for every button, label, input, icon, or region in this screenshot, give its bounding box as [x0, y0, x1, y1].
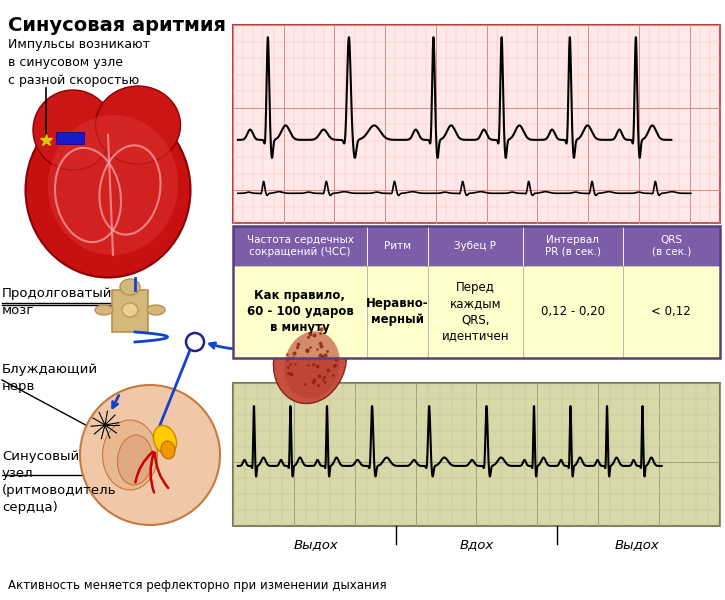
Text: Продолговатый
мозг: Продолговатый мозг	[2, 287, 112, 317]
Text: < 0,12: < 0,12	[652, 305, 691, 319]
Bar	[623, 226, 720, 266]
Bar	[623, 266, 720, 358]
Bar	[367, 266, 428, 358]
Bar	[233, 383, 720, 526]
Text: 0,12 - 0,20: 0,12 - 0,20	[541, 305, 605, 319]
Text: Частота сердечных
сокращений (ЧСС): Частота сердечных сокращений (ЧСС)	[247, 235, 353, 257]
Text: Вдох: Вдох	[460, 538, 494, 551]
Ellipse shape	[102, 420, 157, 490]
Text: Как правило,
60 - 100 ударов
в минуту: Как правило, 60 - 100 ударов в минуту	[247, 289, 353, 335]
Ellipse shape	[154, 425, 177, 455]
Text: Интервал
PR (в сек.): Интервал PR (в сек.)	[544, 235, 601, 257]
Text: Синусовый
узел
(ритмоводитель
сердца): Синусовый узел (ритмоводитель сердца)	[2, 450, 117, 514]
Text: Перед
каждым
QRS,
идентичен: Перед каждым QRS, идентичен	[442, 281, 509, 343]
Text: Легкие: Легкие	[352, 312, 402, 325]
Ellipse shape	[117, 435, 152, 485]
Text: Импульсы возникают
в синусовом узле
с разной скоростью: Импульсы возникают в синусовом узле с ра…	[8, 38, 150, 87]
Ellipse shape	[273, 316, 347, 404]
Ellipse shape	[122, 303, 138, 317]
Bar	[428, 226, 523, 266]
Bar	[56, 132, 84, 144]
Text: Неравно-
мерный: Неравно- мерный	[366, 298, 428, 326]
Ellipse shape	[48, 115, 178, 255]
Ellipse shape	[284, 331, 340, 399]
Text: Активность меняется рефлекторно при изменении дыхания: Активность меняется рефлекторно при изме…	[8, 579, 386, 592]
Ellipse shape	[25, 103, 191, 277]
Ellipse shape	[96, 86, 181, 164]
Ellipse shape	[147, 305, 165, 315]
Text: Ритм: Ритм	[384, 241, 411, 251]
Text: Выдох: Выдох	[615, 538, 660, 551]
Bar	[523, 226, 623, 266]
Text: Блуждающий
нерв: Блуждающий нерв	[2, 363, 98, 393]
Text: Зубец Р: Зубец Р	[455, 241, 497, 251]
Ellipse shape	[80, 385, 220, 525]
Bar	[367, 226, 428, 266]
Text: QRS
(в сек.): QRS (в сек.)	[652, 235, 691, 257]
Ellipse shape	[95, 305, 113, 315]
Bar	[112, 290, 148, 332]
Text: Выдох: Выдох	[294, 538, 338, 551]
Bar	[233, 226, 720, 358]
Text: Синусовая аритмия: Синусовая аритмия	[8, 16, 226, 35]
Ellipse shape	[161, 441, 175, 459]
Ellipse shape	[33, 90, 113, 170]
Bar	[233, 266, 367, 358]
Bar	[233, 25, 720, 223]
Bar	[428, 266, 523, 358]
Ellipse shape	[186, 333, 204, 351]
Bar	[523, 266, 623, 358]
Bar	[233, 226, 367, 266]
Ellipse shape	[120, 279, 140, 295]
